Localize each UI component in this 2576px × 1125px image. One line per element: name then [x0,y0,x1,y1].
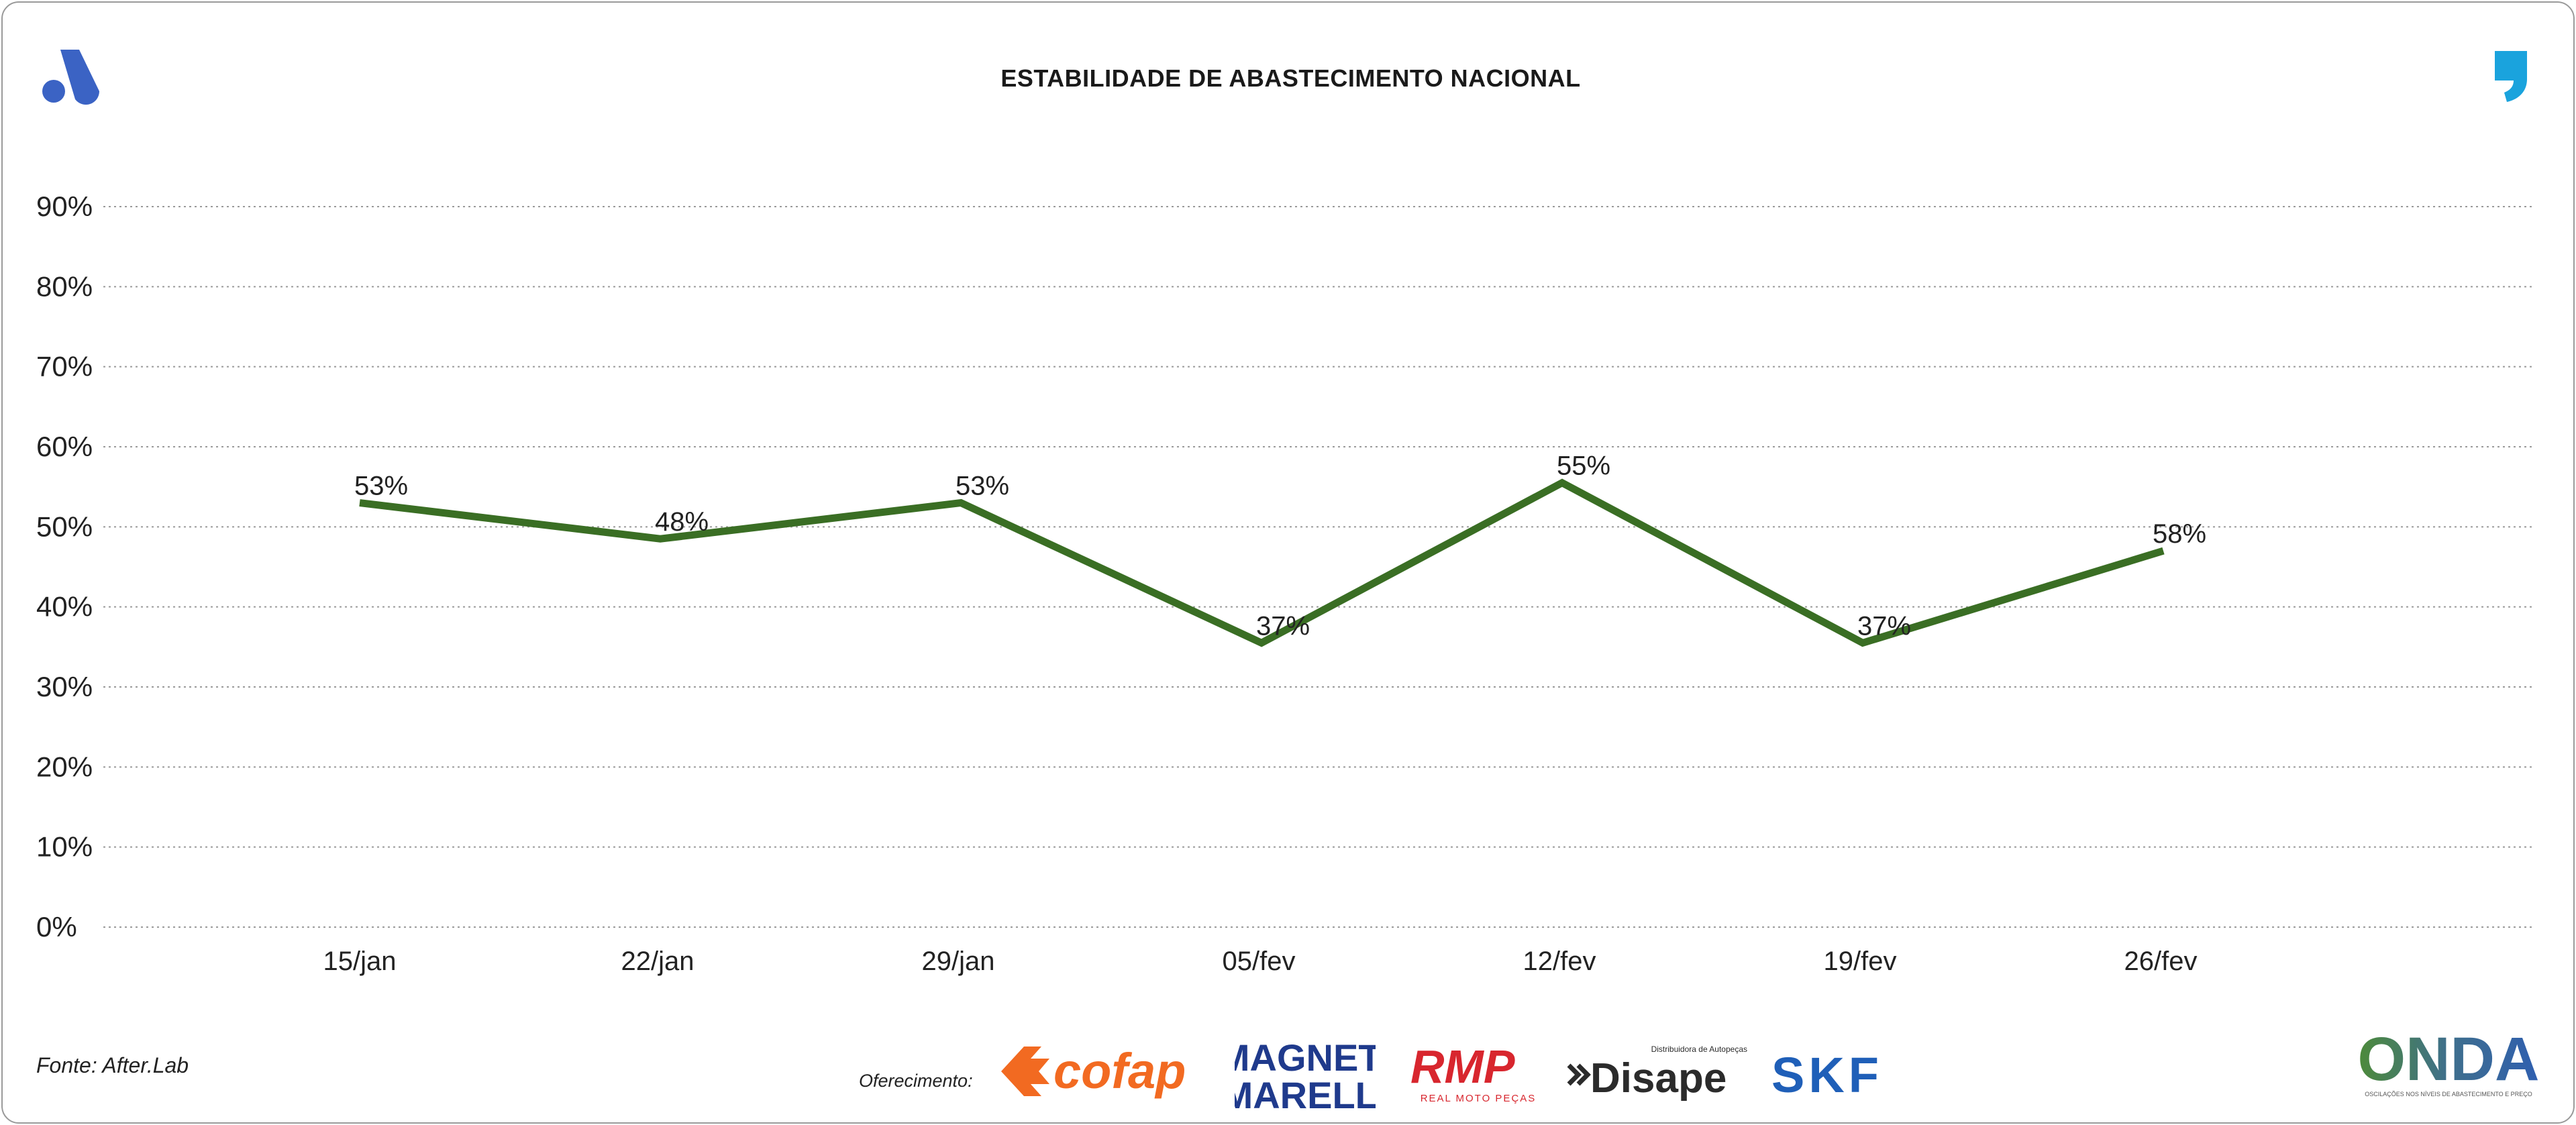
y-tick-label: 20% [36,751,93,782]
x-tick-label: 15/jan [323,947,397,976]
x-tick-label: 22/jan [621,947,694,976]
rmp-logo-text: RMP [1410,1041,1515,1093]
rmp-logo-subtext: REAL MOTO PEÇAS [1421,1093,1537,1104]
onda-logo-subtext: OSCILAÇÕES NOS NÍVEIS DE ABASTECIMENTO E… [2365,1091,2532,1097]
brand-a-logo-icon [42,50,99,105]
y-tick-label: 90% [36,191,93,222]
disape-logo: Distribuidora de Autopeças Disape [1567,1044,1747,1102]
magneti-logo-line2: MARELLI [1235,1074,1376,1114]
y-tick-label: 10% [36,831,93,863]
sponsor-label: Oferecimento: [859,1071,973,1091]
magneti-marelli-logo: MAGNETI MARELLI [1235,1036,1376,1114]
x-tick-label: 19/fev [1824,947,1897,976]
cofap-logo: cofap [1001,1043,1186,1099]
data-label: 55% [1557,451,1610,481]
line-chart: 0% 10% 20% 30% 40% 50% 60% 70% 80% 90% 15/jan 22/ja… [36,191,2532,976]
y-tick-label: 80% [36,270,93,302]
source-note: Fonte: After.Lab [36,1053,189,1077]
skf-logo-text: SKF [1771,1049,1883,1097]
x-tick-label: 12/fev [1523,947,1596,976]
disape-logo-subtext: Distribuidora de Autopeças [1651,1044,1747,1054]
x-tick-label: 29/jan [922,947,995,976]
y-tick-label: 70% [36,351,93,382]
y-tick-label: 30% [36,671,93,702]
chart-title: ESTABILIDADE DE ABASTECIMENTO NACIONAL [1000,64,1581,92]
onda-logo: ONDA OSCILAÇÕES NOS NÍVEIS DE ABASTECIME… [2358,1025,2540,1097]
onda-logo-text: ONDA [2358,1025,2540,1093]
data-label: 37% [1857,611,1911,641]
data-label: 37% [1256,611,1310,641]
y-tick-label: 40% [36,591,93,623]
data-label: 58% [2153,519,2206,549]
x-tick-label: 26/fev [2124,947,2198,976]
y-tick-label: 0% [36,911,77,943]
data-label: 53% [354,472,408,501]
rmp-logo: RMP REAL MOTO PEÇAS [1408,1041,1549,1104]
disape-logo-text: Disape [1590,1055,1727,1102]
quote-mark-logo-icon [2495,51,2527,102]
magneti-logo-line1: MAGNETI [1235,1036,1376,1079]
y-tick-label: 50% [36,511,93,542]
data-label: 53% [956,472,1009,501]
cofap-logo-text: cofap [1053,1043,1186,1099]
skf-logo: SKF [1771,1049,1883,1097]
y-tick-label: 60% [36,431,93,462]
data-label: 48% [655,507,709,537]
x-tick-label: 05/fev [1223,947,1296,976]
series-line [359,478,2165,647]
